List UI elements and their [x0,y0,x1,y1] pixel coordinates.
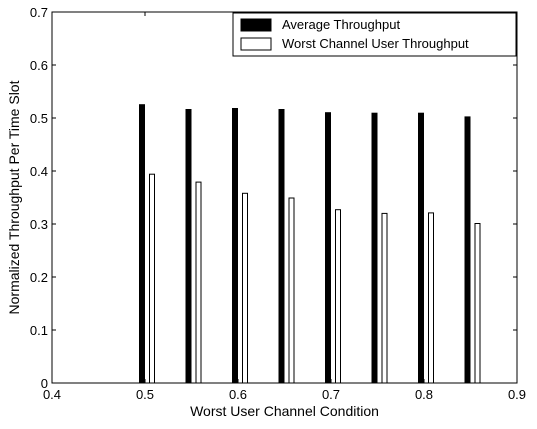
x-tick-label: 0.6 [229,387,247,402]
bar-worst-channel-user-throughput-6 [428,212,434,384]
y-tick-label: 0.7 [30,5,48,20]
bar-average-throughput-6 [418,112,424,384]
bar-worst-channel-user-throughput-2 [242,192,248,384]
bar-average-throughput-3 [278,109,285,384]
x-tick-label: 0.8 [415,387,433,402]
x-tick-label: 0.7 [322,387,340,402]
x-tick-label: 0.4 [43,387,61,402]
bar-worst-channel-user-throughput-3 [288,197,295,384]
bar-worst-channel-user-throughput-7 [474,223,481,384]
y-tick-label: 0.4 [30,164,48,179]
bar-average-throughput-1 [185,109,192,384]
legend-label-worst-channel-user-throughput: Worst Channel User Throughput [282,36,469,51]
bar-average-throughput-7 [464,116,471,384]
legend-label-average-throughput: Average Throughput [282,17,400,32]
y-tick-label: 0 [41,376,48,391]
bar-average-throughput-4 [325,112,331,384]
x-axis-label: Worst User Channel Condition [190,403,379,419]
legend-swatch-worst-channel-user-throughput [240,37,272,51]
bar-average-throughput-0 [139,104,145,384]
legend-box [232,12,517,57]
x-tick-label: 0.9 [508,387,526,402]
y-tick-label: 0.3 [30,217,48,232]
x-tick-label: 0.5 [136,387,154,402]
plot-frame [51,11,518,384]
bar-average-throughput-2 [232,108,238,384]
legend: Average Throughput Worst Channel User Th… [232,12,517,57]
y-tick-label: 0.2 [30,270,48,285]
bar-worst-channel-user-throughput-1 [195,181,202,384]
bar-average-throughput-5 [371,112,378,384]
bar-worst-channel-user-throughput-5 [381,212,388,384]
bar-worst-channel-user-throughput-4 [335,209,341,384]
y-axis-label: Normalized Throughput Per Time Slot [6,80,22,314]
y-tick-label: 0.6 [30,58,48,73]
bar-worst-channel-user-throughput-0 [149,173,155,384]
legend-swatch-average-throughput [240,18,272,32]
y-tick-label: 0.1 [30,323,48,338]
y-tick-label: 0.5 [30,111,48,126]
